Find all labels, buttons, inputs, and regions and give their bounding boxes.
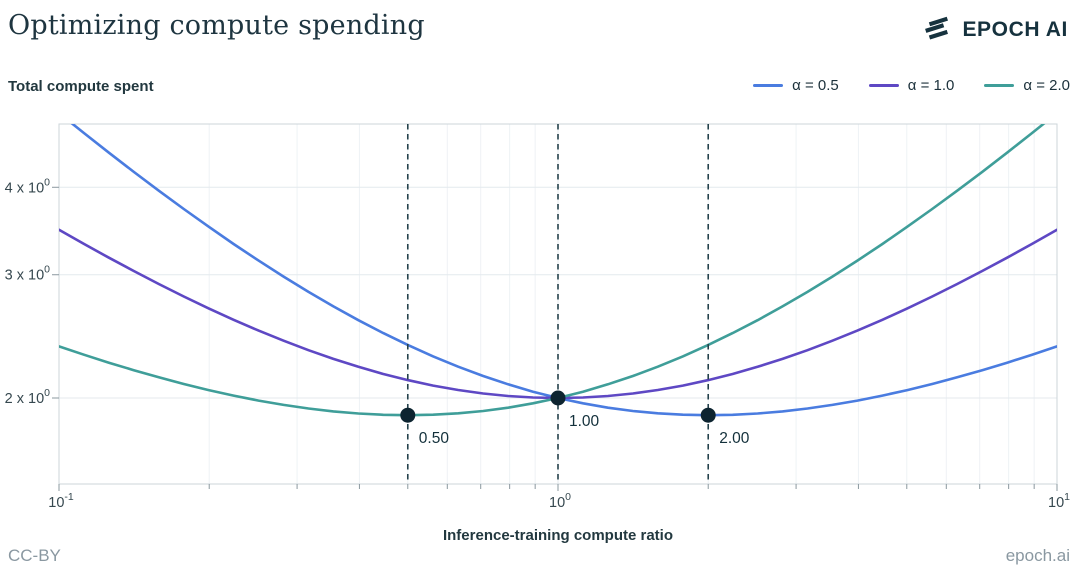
x-axis-title: Inference-training compute ratio xyxy=(442,527,674,544)
site-link[interactable]: epoch.ai xyxy=(1005,546,1070,565)
y-tick-label: 4 x 100 xyxy=(5,176,51,196)
legend-label: α = 2.0 xyxy=(1023,77,1070,94)
x-tick-label: 101 xyxy=(1048,491,1070,511)
y-tick-label: 3 x 100 xyxy=(5,264,51,284)
epoch-ai-logo: EPOCH AI xyxy=(921,15,1068,44)
epoch-ai-logo-icon xyxy=(925,16,949,40)
marker-label: 0.50 xyxy=(419,430,450,447)
x-tick-label: 10-1 xyxy=(48,491,74,511)
y-tick-label: 2 x 100 xyxy=(5,387,51,407)
license-text: CC-BY xyxy=(8,546,61,565)
marker-dot xyxy=(700,407,716,423)
chart-legend: α = 0.5 α = 1.0 α = 2.0 xyxy=(753,77,1070,94)
legend-label: α = 0.5 xyxy=(792,77,839,94)
legend-swatch-teal xyxy=(984,83,1015,88)
legend-swatch-blue xyxy=(753,83,784,88)
marker-dot xyxy=(550,390,566,406)
legend-item-alpha-0.5[interactable]: α = 0.5 xyxy=(753,77,839,94)
epoch-ai-logo-text: EPOCH AI xyxy=(962,17,1068,41)
page-title: Optimizing compute spending xyxy=(8,10,425,41)
marker-label: 1.00 xyxy=(569,413,600,430)
legend-item-alpha-1.0[interactable]: α = 1.0 xyxy=(868,77,955,94)
y-axis-title: Total compute spent xyxy=(8,78,154,95)
legend-label: α = 1.0 xyxy=(907,77,955,94)
legend-item-alpha-2.0[interactable]: α = 2.0 xyxy=(984,77,1070,94)
marker-dot xyxy=(400,407,416,423)
marker-label: 2.00 xyxy=(719,430,750,447)
legend-swatch-purple xyxy=(868,83,899,88)
x-tick-label: 100 xyxy=(549,491,571,511)
